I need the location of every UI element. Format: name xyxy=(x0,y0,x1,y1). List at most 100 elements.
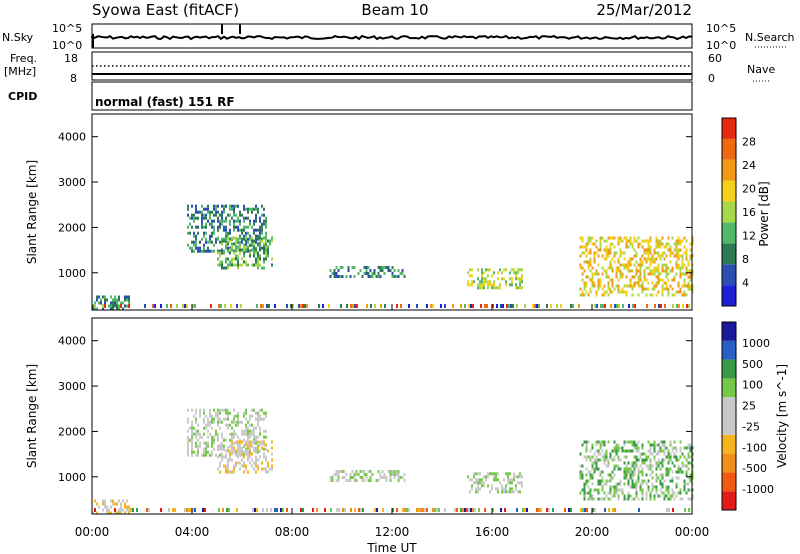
power-echo-cell xyxy=(519,280,521,284)
power-echo-cell xyxy=(665,266,668,270)
velocity-colorbar-segment xyxy=(722,416,736,435)
velocity-echo-cell xyxy=(102,508,104,512)
power-echo-cell xyxy=(265,236,267,240)
velocity-echo-cell xyxy=(552,508,554,512)
power-echo-cell xyxy=(685,239,688,243)
power-echo-cell xyxy=(689,287,692,291)
velocity-echo-cell xyxy=(221,455,223,459)
power-echo-cell xyxy=(219,240,221,244)
power-echo-cell xyxy=(647,257,650,261)
velocity-echo-cell xyxy=(651,443,654,447)
power-echo-cell xyxy=(114,301,116,305)
velocity-echo-cell xyxy=(219,464,221,468)
velocity-echo-cell xyxy=(376,508,378,512)
power-echo-cell xyxy=(637,245,640,249)
power-echo-cell xyxy=(235,236,237,240)
velocity-echo-cell xyxy=(110,511,112,515)
power-echo-cell xyxy=(239,263,241,267)
time-tick-label: 00:00 xyxy=(75,525,110,539)
power-echo-cell xyxy=(599,236,602,240)
power-echo-cell xyxy=(383,272,386,275)
power-echo-cell xyxy=(384,304,386,308)
velocity-echo-cell xyxy=(389,476,392,479)
power-echo-cell xyxy=(501,271,503,275)
power-echo-cell xyxy=(341,266,344,269)
velocity-echo-cell xyxy=(625,470,628,474)
velocity-echo-cell xyxy=(341,470,344,473)
power-echo-cell xyxy=(665,242,668,246)
power-echo-cell xyxy=(570,304,572,308)
power-echo-cell xyxy=(225,246,227,250)
velocity-echo-cell xyxy=(595,458,598,462)
velocity-echo-cell xyxy=(673,446,676,450)
power-echo-cell xyxy=(617,284,620,288)
power-echo-cell xyxy=(581,239,584,243)
power-echo-cell xyxy=(373,272,376,275)
power-echo-cell xyxy=(239,243,241,247)
power-echo-cell xyxy=(653,248,656,252)
velocity-echo-cell xyxy=(649,494,652,498)
velocity-echo-cell xyxy=(98,505,100,509)
velocity-echo-cell xyxy=(597,452,600,456)
power-echo-cell xyxy=(253,242,255,246)
cpid-value: normal (fast) 151 RF xyxy=(95,95,235,109)
velocity-echo-cell xyxy=(507,481,509,485)
velocity-echo-cell xyxy=(471,484,473,488)
power-echo-cell xyxy=(665,263,668,267)
velocity-echo-cell xyxy=(613,455,616,459)
power-echo-cell xyxy=(189,222,191,226)
velocity-echo-cell xyxy=(603,452,606,456)
velocity-echo-cell xyxy=(251,458,253,462)
power-echo-cell xyxy=(197,225,199,229)
power-echo-cell xyxy=(607,254,610,258)
power-echo-cell xyxy=(677,254,680,258)
velocity-echo-cell xyxy=(599,446,602,450)
power-echo-cell xyxy=(329,269,332,272)
velocity-echo-cell xyxy=(209,453,211,457)
power-echo-cell xyxy=(231,204,233,208)
power-echo-cell xyxy=(643,272,646,276)
power-echo-cell xyxy=(596,304,598,308)
velocity-echo-cell xyxy=(639,470,642,474)
power-echo-cell xyxy=(585,260,588,264)
velocity-echo-cell xyxy=(659,440,662,444)
velocity-echo-cell xyxy=(621,446,624,450)
velocity-echo-cell xyxy=(643,461,646,465)
power-echo-cell xyxy=(579,287,582,291)
velocity-echo-cell xyxy=(619,446,622,450)
power-echo-cell xyxy=(471,280,473,284)
velocity-echo-cell xyxy=(643,452,646,456)
power-echo-cell xyxy=(683,251,686,255)
velocity-echo-cell xyxy=(116,511,118,515)
velocity-colorbar-tick: -100 xyxy=(742,441,767,454)
power-echo-cell xyxy=(637,269,640,273)
velocity-echo-cell xyxy=(261,461,263,465)
velocity-echo-cell xyxy=(367,470,370,473)
power-echo-cell xyxy=(207,240,209,244)
velocity-echo-cell xyxy=(187,453,189,457)
power-echo-cell xyxy=(249,222,251,226)
power-echo-cell xyxy=(655,236,658,240)
power-echo-cell xyxy=(601,266,604,270)
velocity-echo-cell xyxy=(613,446,616,450)
power-echo-cell xyxy=(215,237,217,241)
velocity-echo-cell xyxy=(675,458,678,462)
velocity-echo-cell xyxy=(615,449,618,453)
power-echo-cell xyxy=(322,304,324,308)
velocity-echo-cell xyxy=(635,449,638,453)
velocity-echo-cell xyxy=(513,475,515,479)
power-echo-cell xyxy=(243,245,245,249)
power-echo-cell xyxy=(687,269,690,273)
velocity-echo-cell xyxy=(247,452,249,456)
velocity-echo-cell xyxy=(597,449,600,453)
power-echo-cell xyxy=(253,219,255,223)
power-echo-cell xyxy=(219,222,221,226)
power-echo-cell xyxy=(426,304,428,308)
power-echo-cell xyxy=(629,236,632,240)
velocity-echo-cell xyxy=(659,488,662,492)
velocity-echo-cell xyxy=(392,508,394,512)
velocity-echo-cell xyxy=(361,479,364,482)
power-echo-cell xyxy=(637,275,640,279)
velocity-echo-cell xyxy=(635,479,638,483)
velocity-echo-cell xyxy=(685,464,688,468)
